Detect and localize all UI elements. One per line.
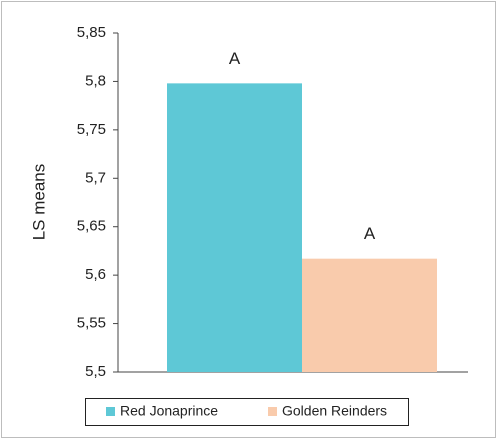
bar [167,83,302,372]
legend-label: Red Jonaprince [120,403,218,419]
bar-annotation: A [364,224,376,243]
y-tick-label: 5,5 [85,363,106,380]
y-tick-label: 5,55 [77,315,106,332]
legend-swatch [106,407,115,416]
legend-box [85,398,409,426]
bar-annotation: A [229,49,241,68]
legend-label: Golden Reinders [282,403,387,419]
legend-swatch [268,407,277,416]
y-tick-label: 5,8 [85,72,106,89]
y-tick-label: 5,6 [85,266,106,283]
y-axis-label: LS means [29,164,48,241]
y-tick-label: 5,65 [77,218,106,235]
y-tick-label: 5,7 [85,169,106,186]
bar [302,258,437,372]
y-tick-label: 5,85 [77,24,106,41]
y-tick-label: 5,75 [77,121,106,138]
